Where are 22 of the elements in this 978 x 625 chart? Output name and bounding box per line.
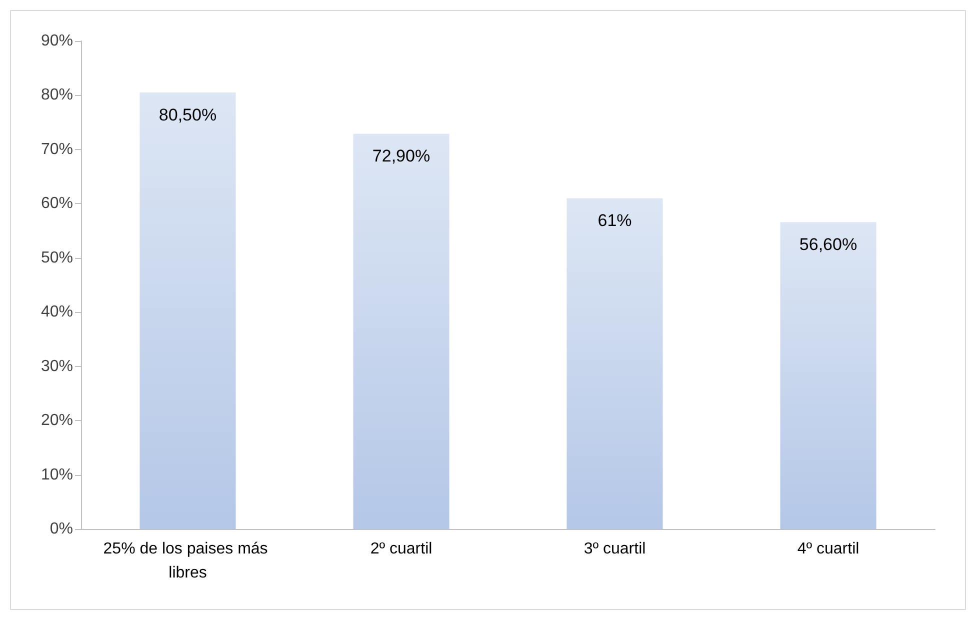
- y-tick-label: 70%: [40, 140, 73, 158]
- y-tick-label: 30%: [40, 358, 73, 375]
- y-tick-label: 60%: [40, 195, 73, 212]
- y-tick-label: 0%: [50, 520, 73, 538]
- x-tick-label: 25% de los paises más libres: [103, 540, 272, 582]
- y-tick-label: 90%: [40, 32, 73, 50]
- x-tick-label: 3º cuartil: [584, 540, 646, 558]
- data-label: 72,90%: [372, 146, 430, 166]
- x-tick-label: 2º cuartil: [370, 540, 432, 558]
- y-tick-label: 50%: [40, 249, 73, 266]
- y-tick-label: 10%: [40, 466, 73, 484]
- data-label: 61%: [598, 211, 632, 230]
- data-label: 80,50%: [158, 106, 217, 125]
- y-tick-label: 80%: [40, 86, 73, 104]
- bar: [780, 222, 876, 529]
- y-tick-label: 40%: [40, 304, 73, 321]
- y-tick-label: 20%: [40, 412, 73, 430]
- x-tick-label: 4º cuartil: [797, 540, 860, 558]
- bar: [140, 92, 236, 529]
- bar: [566, 198, 663, 529]
- bar: [353, 134, 450, 529]
- data-label: 56,60%: [799, 235, 858, 254]
